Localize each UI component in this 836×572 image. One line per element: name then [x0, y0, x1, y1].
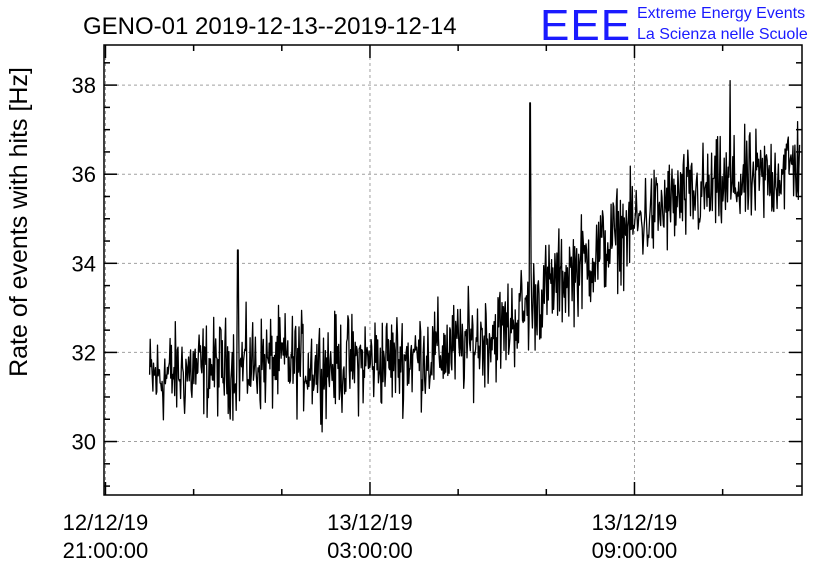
- eee-logo: EEE Extreme Energy Events La Scienza nel…: [540, 1, 808, 50]
- x-tick-labels: 12/12/19 21:00:00 13/12/19 03:00:00 13/12/19…: [63, 510, 678, 563]
- y-tick-label: 32: [72, 340, 96, 365]
- x-tick-label-date: 13/12/19: [592, 510, 678, 535]
- logo-letters: EEE: [540, 1, 631, 50]
- x-tick-label-date: 12/12/19: [63, 510, 149, 535]
- series-group: [148, 79, 801, 433]
- chart-title: GENO-01 2019-12-13--2019-12-14: [83, 13, 457, 40]
- grid-lines: [104, 45, 802, 495]
- plot-frame: [103, 44, 803, 496]
- y-tick-label: 38: [72, 73, 96, 98]
- x-tick-label-time: 03:00:00: [327, 538, 413, 563]
- y-tick-label: 30: [72, 430, 96, 455]
- x-tick-label-time: 21:00:00: [63, 538, 149, 563]
- logo-line-2: La Scienza nelle Scuole: [637, 26, 808, 43]
- y-tick-labels: 30 32 34 36 38: [72, 73, 96, 454]
- x-tick-label-time: 09:00:00: [592, 538, 678, 563]
- y-tick-label: 36: [72, 162, 96, 187]
- logo-line-1: Extreme Energy Events: [637, 5, 805, 22]
- x-tick-label-date: 13/12/19: [327, 510, 413, 535]
- series-line: [148, 79, 801, 433]
- y-axis-label: Rate of events with hits [Hz]: [5, 67, 33, 377]
- y-tick-label: 34: [72, 251, 96, 276]
- axis-ticks: [104, 45, 802, 495]
